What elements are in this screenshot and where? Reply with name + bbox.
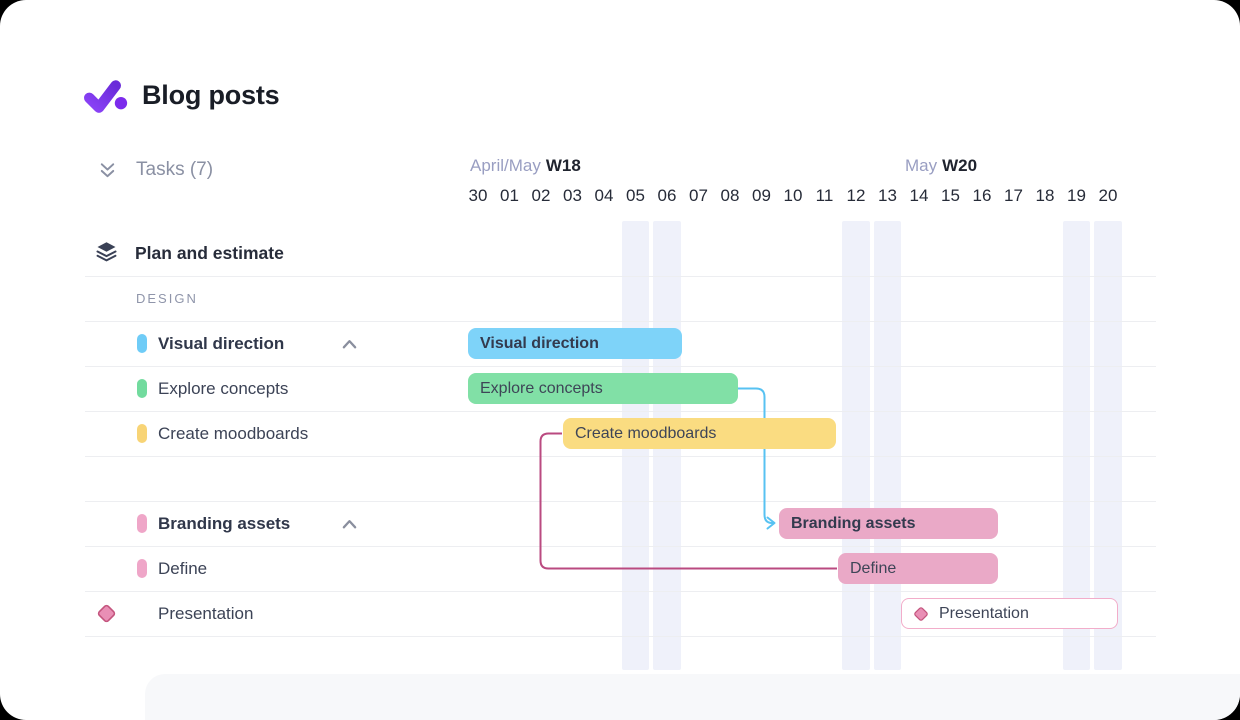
row-divider	[85, 411, 1156, 412]
day-label: 07	[689, 186, 708, 205]
task-row-presentation[interactable]: Presentation	[158, 604, 254, 623]
weekend-column	[1062, 221, 1090, 670]
task-color-pill	[137, 514, 147, 533]
month-label: April/May	[470, 156, 541, 175]
day-label: 01	[500, 186, 519, 205]
day-label: 06	[657, 186, 677, 205]
week-label-w18: April/May W18	[470, 155, 581, 177]
row-divider	[85, 546, 1156, 547]
task-row-branding-assets[interactable]: Branding assets	[158, 514, 291, 533]
collapse-all-icon[interactable]	[98, 161, 117, 180]
milestone-diamond-icon	[914, 606, 928, 621]
gantt-bar-define[interactable]: Define	[838, 553, 998, 584]
day-label: 18	[1035, 186, 1055, 205]
background-card-edge	[145, 674, 1240, 720]
day-label: 02	[531, 186, 551, 205]
day-label: 19	[1067, 186, 1086, 205]
group-row-plan-and-estimate[interactable]: Plan and estimate	[135, 243, 284, 263]
weekend-column	[842, 221, 870, 670]
day-label: 14	[909, 186, 929, 205]
gantt-bar-create-moodboards[interactable]: Create moodboards	[563, 418, 836, 449]
weekend-column	[873, 221, 901, 670]
chevron-up-icon[interactable]	[341, 518, 358, 530]
day-label: 17	[1004, 186, 1023, 205]
week-number: W18	[545, 156, 581, 175]
row-divider	[85, 321, 1156, 322]
day-label: 13	[878, 186, 897, 205]
task-row-create-moodboards[interactable]: Create moodboards	[158, 424, 309, 443]
day-label: 04	[594, 186, 614, 205]
weekend-column	[1094, 221, 1122, 670]
milestone-diamond-icon	[97, 604, 116, 623]
task-color-pill	[137, 424, 147, 443]
day-label: 11	[815, 186, 834, 205]
task-color-pill	[137, 379, 147, 398]
gantt-bar-presentation[interactable]: Presentation	[901, 598, 1118, 629]
day-label: 03	[563, 186, 582, 205]
day-label: 16	[972, 186, 992, 205]
row-divider	[85, 276, 1156, 277]
task-row-define[interactable]: Define	[158, 559, 208, 578]
layers-icon	[96, 242, 117, 262]
gantt-bar-branding-assets[interactable]: Branding assets	[779, 508, 998, 539]
section-label-design: DESIGN	[136, 291, 198, 306]
row-divider	[85, 591, 1156, 592]
day-label: 15	[941, 186, 960, 205]
week-number: W20	[942, 156, 978, 175]
tasks-count-label: Tasks (7)	[136, 159, 214, 180]
month-label: May	[905, 156, 938, 175]
app-logo-icon	[84, 80, 128, 113]
row-divider	[85, 501, 1156, 502]
task-row-visual-direction[interactable]: Visual direction	[158, 334, 285, 353]
task-row-explore-concepts[interactable]: Explore concepts	[158, 379, 289, 398]
day-label: 10	[783, 186, 803, 205]
row-divider	[85, 636, 1156, 637]
row-divider	[85, 456, 1156, 457]
gantt-bar-explore-concepts[interactable]: Explore concepts	[468, 373, 738, 404]
gantt-bar-label: Presentation	[939, 605, 1029, 622]
day-label: 09	[752, 186, 771, 205]
day-label: 08	[720, 186, 740, 205]
task-color-pill	[137, 559, 147, 578]
row-divider	[85, 366, 1156, 367]
day-label: 12	[846, 186, 866, 205]
day-label: 20	[1098, 186, 1118, 205]
week-label-w20: May W20	[905, 155, 977, 177]
gantt-bar-visual-direction[interactable]: Visual direction	[468, 328, 682, 359]
task-color-pill	[137, 334, 147, 353]
chevron-up-icon[interactable]	[341, 338, 358, 350]
day-label: 30	[468, 186, 488, 205]
day-label: 05	[626, 186, 645, 205]
page-title: Blog posts	[142, 80, 280, 110]
